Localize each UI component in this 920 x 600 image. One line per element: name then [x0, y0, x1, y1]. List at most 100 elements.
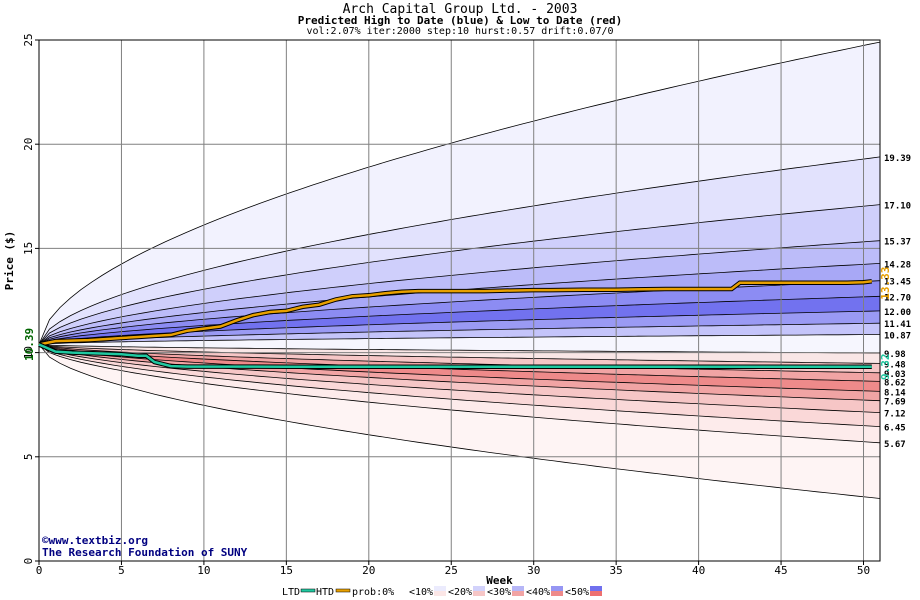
- x-tick-label-50: 50: [857, 564, 870, 577]
- legend-label-2: prob:0%: [352, 587, 394, 598]
- legend-swatch-lower-7: [590, 591, 602, 596]
- probability-band-17: [39, 344, 880, 443]
- legend-label-7: <50%: [565, 587, 589, 598]
- legend-label-5: <30%: [487, 587, 511, 598]
- probability-band-16: [39, 344, 880, 427]
- legend-label-6: <40%: [526, 587, 550, 598]
- legend-swatch-lower-6: [551, 591, 563, 596]
- quantile-line-5: [38, 280, 881, 345]
- credit-website: ©www.textbiz.org: [42, 534, 148, 547]
- quantile-end-label-4: 13.45: [884, 278, 911, 288]
- quantile-end-label-10: 9.48: [884, 360, 906, 370]
- y-axis-title: Price ($): [3, 231, 16, 291]
- x-tick-label-15: 15: [280, 564, 293, 577]
- chart-title: Arch Capital Group Ltd. - 2003: [342, 2, 578, 17]
- probability-band-4: [39, 263, 880, 345]
- y-tick-label-0: 0: [22, 558, 35, 565]
- quantile-end-label-13: 8.14: [884, 388, 906, 398]
- legend-swatch-upper-2: [395, 586, 407, 591]
- quantile-line-19: [38, 344, 881, 499]
- quantile-end-label-6: 12.00: [884, 308, 911, 318]
- quantile-line-1: [38, 156, 881, 345]
- quantile-line-11: [38, 344, 881, 364]
- probability-band-10: [39, 344, 880, 364]
- probability-band-7: [39, 310, 880, 345]
- quantile-end-label-17: 5.67: [884, 440, 906, 450]
- legend-swatch-lower-2: [395, 591, 407, 596]
- y-tick-label-25: 25: [22, 33, 35, 46]
- quantile-end-label-11: 9.03: [884, 370, 906, 380]
- legend-label-3: <10%: [409, 587, 433, 598]
- y-tick-label-15: 15: [22, 242, 35, 255]
- quantile-line-2: [38, 204, 881, 345]
- quantile-end-label-16: 6.45: [884, 424, 906, 434]
- series-end-label-ltd: 9.32: [879, 354, 892, 381]
- legend-label-htd: HTD: [316, 587, 334, 598]
- probability-band-15: [39, 344, 880, 413]
- probability-band-8: [39, 323, 880, 345]
- quantile-line-6: [38, 295, 881, 345]
- quantile-end-label-8: 10.87: [884, 331, 911, 341]
- quantile-end-label-12: 8.62: [884, 378, 906, 388]
- probability-band-1: [39, 156, 880, 345]
- quantile-line-9: [38, 334, 880, 345]
- x-tick-label-25: 25: [445, 564, 458, 577]
- start-price-label: 10.39: [23, 328, 36, 361]
- probability-band-3: [39, 240, 880, 345]
- probability-band-6: [39, 296, 880, 345]
- probability-band-13: [39, 344, 880, 392]
- legend-swatch-upper-6: [551, 586, 563, 591]
- x-tick-label-35: 35: [610, 564, 623, 577]
- quantile-line-3: [38, 240, 881, 345]
- chart-subtitle: Predicted High to Date (blue) & Low to D…: [297, 14, 623, 27]
- series-line-ltd: [38, 343, 872, 369]
- quantile-end-label-3: 14.28: [884, 260, 911, 270]
- y-tick-label-20: 20: [22, 138, 35, 151]
- quantile-line-12: [38, 344, 881, 374]
- x-tick-label-10: 10: [197, 564, 210, 577]
- legend-swatch-upper-7: [590, 586, 602, 591]
- quantile-end-label-1: 17.10: [884, 202, 911, 212]
- probability-band-0: [39, 42, 880, 345]
- probability-band-9: [39, 334, 880, 353]
- quantile-line-8: [38, 322, 881, 345]
- quantile-line-0: [38, 41, 881, 345]
- plot-frame: [38, 39, 881, 562]
- y-tick-label-10: 10: [22, 346, 35, 359]
- x-tick-label-0: 0: [36, 564, 43, 577]
- probability-band-5: [39, 280, 880, 345]
- chart-params: vol:2.07% iter:2000 step:10 hurst:0.57 d…: [306, 26, 614, 37]
- quantile-line-16: [38, 344, 881, 413]
- series-line-htd: [38, 280, 872, 346]
- legend-swatch-upper-3: [434, 586, 446, 591]
- legend-swatch-lower-4: [473, 591, 485, 596]
- credit-website-text: www.textbiz.org: [48, 534, 148, 547]
- legend-swatch-upper-4: [473, 586, 485, 591]
- quantile-line-14: [38, 344, 881, 392]
- credit-foundation: The Research Foundation of SUNY: [42, 546, 248, 559]
- quantile-line-13: [38, 344, 881, 382]
- quantile-end-label-9: 9.98: [884, 350, 906, 360]
- series-end-label-htd: 13.33: [879, 267, 892, 300]
- quantile-end-label-5: 12.70: [884, 293, 911, 303]
- legend-swatch-htd: [335, 588, 351, 593]
- quantile-end-label-15: 7.12: [884, 410, 906, 420]
- legend-swatch-upper-5: [512, 586, 524, 591]
- legend-label-4: <20%: [448, 587, 472, 598]
- x-tick-label-20: 20: [362, 564, 375, 577]
- quantile-line-17: [38, 344, 881, 427]
- quantile-end-label-0: 19.39: [884, 154, 911, 164]
- legend-label-ltd: LTD: [282, 587, 300, 598]
- quantile-end-label-7: 11.41: [884, 320, 911, 330]
- x-tick-label-45: 45: [774, 564, 787, 577]
- legend-swatch-lower-5: [512, 591, 524, 596]
- legend-swatch-lower-3: [434, 591, 446, 596]
- x-tick-label-30: 30: [527, 564, 540, 577]
- quantile-line-18: [38, 344, 881, 444]
- y-tick-label-5: 5: [22, 453, 35, 460]
- legend-swatch-ltd: [300, 588, 316, 593]
- x-tick-label-5: 5: [118, 564, 125, 577]
- quantile-end-label-2: 15.37: [884, 238, 911, 248]
- probability-band-12: [39, 344, 880, 382]
